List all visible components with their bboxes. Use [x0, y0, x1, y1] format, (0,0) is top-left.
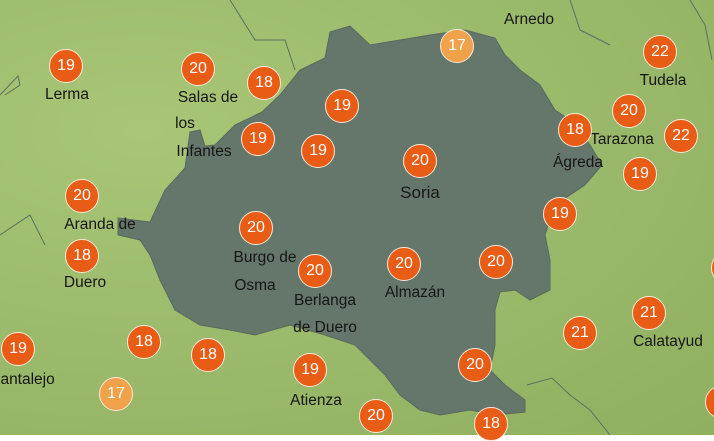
- temperature-marker[interactable]: 21: [632, 296, 666, 330]
- place-label: los: [175, 115, 195, 132]
- place-label: Aranda de: [64, 216, 136, 233]
- temperature-marker[interactable]: 18: [247, 66, 281, 100]
- temperature-marker[interactable]: 20: [359, 399, 393, 433]
- place-label: Arnedo: [504, 11, 554, 28]
- temperature-marker[interactable]: 20: [239, 211, 273, 245]
- temperature-marker[interactable]: 20: [181, 52, 215, 86]
- temperature-marker[interactable]: 19: [1, 332, 35, 366]
- place-label: Lerma: [45, 86, 89, 103]
- temperature-marker[interactable]: 21: [563, 316, 597, 350]
- place-label: Ágreda: [553, 154, 603, 171]
- temperature-marker[interactable]: 17: [440, 29, 474, 63]
- place-label: Osma: [234, 277, 276, 294]
- temperature-marker[interactable]: 20: [479, 245, 513, 279]
- temperature-marker[interactable]: 19: [241, 122, 275, 156]
- temperature-marker[interactable]: 20: [458, 348, 492, 382]
- place-label: Berlanga: [293, 292, 357, 309]
- place-label: Cantalejo: [0, 371, 55, 388]
- place-label: Atienza: [290, 392, 342, 409]
- temperature-marker[interactable]: 19: [49, 49, 83, 83]
- temperature-marker[interactable]: 18: [65, 239, 99, 273]
- temperature-marker[interactable]: 18: [474, 407, 508, 441]
- place-label: Duero: [63, 274, 107, 291]
- region-border: [0, 74, 21, 96]
- place-label: de Duero: [293, 319, 357, 336]
- temperature-marker[interactable]: 22: [664, 119, 698, 153]
- temperature-marker[interactable]: 19: [301, 134, 335, 168]
- temperature-marker[interactable]: 22: [643, 35, 677, 69]
- region-border: [0, 214, 46, 246]
- temperature-marker[interactable]: 20: [298, 254, 332, 288]
- temperature-marker[interactable]: 19: [325, 89, 359, 123]
- temperature-marker[interactable]: 20: [403, 144, 437, 178]
- region-border: [229, 0, 296, 71]
- place-label: Tarazona: [590, 131, 654, 148]
- temperature-marker[interactable]: 20: [387, 247, 421, 281]
- place-label: Salas de: [177, 89, 239, 106]
- place-label: Calatayud: [633, 333, 703, 350]
- temperature-marker[interactable]: 19: [543, 197, 577, 231]
- temperature-marker[interactable]: 19: [293, 353, 327, 387]
- temperature-marker[interactable]: 18: [558, 113, 592, 147]
- temperature-marker[interactable]: 18: [191, 338, 225, 372]
- region-border: [526, 377, 611, 435]
- temperature-marker[interactable]: 20: [612, 94, 646, 128]
- place-label: Soria: [400, 183, 440, 202]
- place-label: Infantes: [176, 143, 232, 160]
- temperature-marker[interactable]: 17: [99, 377, 133, 411]
- place-label: Tudela: [639, 72, 687, 89]
- region-border: [689, 0, 713, 61]
- place-label: Burgo de: [233, 249, 297, 266]
- province-soria[interactable]: [117, 25, 603, 416]
- place-label: Almazán: [384, 284, 446, 301]
- region-border: [569, 0, 611, 46]
- temperature-marker[interactable]: 18: [127, 325, 161, 359]
- temperature-marker[interactable]: 20: [65, 179, 99, 213]
- temperature-marker[interactable]: 19: [623, 157, 657, 191]
